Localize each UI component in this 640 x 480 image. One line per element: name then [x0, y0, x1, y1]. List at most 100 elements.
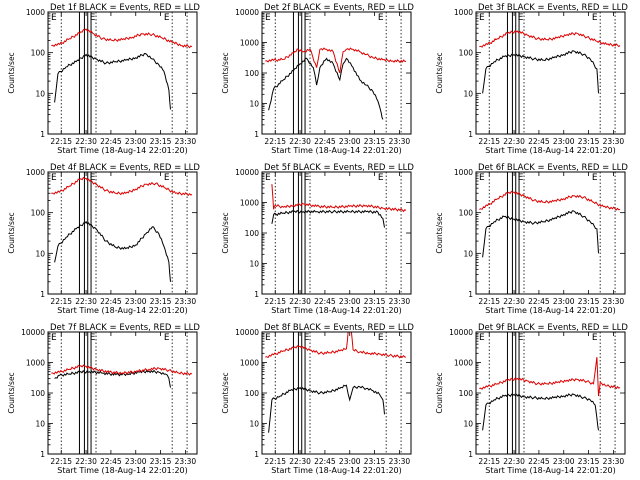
x-tick-label-2: 22:30	[289, 137, 311, 146]
y-tick-label-5: 10000	[449, 328, 473, 337]
y-axis-label: Counts/sec	[7, 212, 16, 253]
series-lld-line	[479, 30, 621, 48]
x-tick-label-2: 22:30	[75, 297, 97, 306]
x-tick-label-4: 23:00	[339, 297, 361, 306]
y-tick-label-5: 10000	[21, 328, 45, 337]
y-tick-label-1: 1	[468, 130, 473, 139]
x-tick-label-1: 22:15	[264, 137, 286, 146]
chart-title: Det 5f BLACK = Events, RED = LLD	[264, 163, 414, 173]
y-tick-label-3: 100	[245, 389, 260, 398]
top-marker-label-1: E	[51, 13, 57, 23]
y-tick-label-2: 10	[35, 420, 45, 429]
x-axis-label: Start Time (18-Aug-14 22:01:20)	[271, 466, 402, 475]
chart-panel-5: Det 5f BLACK = Events, RED = LLD 22:15 22:…	[221, 163, 414, 315]
top-marker-label-1: E	[265, 13, 271, 23]
top-marker-label-3: E	[592, 333, 598, 343]
y-tick-label-3: 100	[31, 49, 46, 58]
x-tick-label-4: 23:00	[553, 297, 575, 306]
series-lld-line	[479, 357, 621, 397]
series-events-line	[482, 210, 599, 258]
series-events-line	[54, 220, 171, 282]
series-events-line	[268, 384, 385, 433]
top-marker-label-2: E	[304, 13, 310, 23]
series-lld-line	[479, 190, 621, 211]
series-lld-line	[51, 364, 193, 376]
top-marker-label-1: E	[265, 173, 271, 183]
y-tick-label-1: 1	[40, 450, 45, 459]
x-axis-label: Start Time (18-Aug-14 22:01:20)	[57, 466, 188, 475]
x-tick-label-6: 23:30	[175, 297, 197, 306]
top-marker-label-2: E	[90, 333, 96, 343]
top-marker-label-3: E	[378, 13, 384, 23]
top-marker-label-2: E	[304, 333, 310, 343]
y-tick-label-1: 1	[40, 290, 45, 299]
top-marker-label-2: E	[90, 13, 96, 23]
x-tick-label-3: 22:45	[528, 457, 550, 466]
x-tick-label-3: 22:45	[314, 137, 336, 146]
chart-title: Det 9f BLACK = Events, RED = LLD	[478, 323, 628, 333]
y-tick-label-2: 10	[249, 100, 259, 109]
top-marker-label-3: E	[164, 333, 170, 343]
x-axis-label: Start Time (18-Aug-14 22:01:20)	[271, 146, 402, 155]
y-tick-label-4: 1000	[454, 359, 473, 368]
top-marker-label-1: E	[51, 173, 57, 183]
y-tick-label-4: 1000	[240, 39, 259, 48]
x-tick-label-6: 23:30	[175, 457, 197, 466]
y-tick-label-4: 1000	[454, 168, 473, 177]
x-tick-label-6: 23:30	[389, 457, 411, 466]
series-events-line	[482, 50, 599, 94]
x-axis-label: Start Time (18-Aug-14 22:01:20)	[485, 466, 616, 475]
top-marker-label-3: E	[378, 173, 384, 183]
y-tick-label-3: 100	[31, 209, 46, 218]
x-tick-label-2: 22:30	[503, 457, 525, 466]
x-tick-label-2: 22:30	[289, 457, 311, 466]
x-tick-label-4: 23:00	[339, 137, 361, 146]
series-lld-line	[51, 28, 193, 49]
x-axis-label: Start Time (18-Aug-14 22:01:20)	[485, 146, 616, 155]
x-tick-label-1: 22:15	[264, 297, 286, 306]
x-axis-label: Start Time (18-Aug-14 22:01:20)	[57, 146, 188, 155]
y-tick-label-2: 10	[249, 260, 259, 269]
series-lld-line	[271, 184, 407, 213]
y-axis-label: Counts/sec	[7, 372, 16, 413]
y-axis-label: Counts/sec	[7, 52, 16, 93]
x-tick-label-5: 23:15	[150, 457, 172, 466]
x-tick-label-1: 22:15	[50, 457, 72, 466]
x-tick-label-4: 23:00	[125, 137, 147, 146]
y-tick-label-1: 1	[254, 450, 259, 459]
y-tick-label-2: 10	[463, 89, 473, 98]
top-marker-label-1: E	[479, 333, 485, 343]
x-tick-label-4: 23:00	[553, 137, 575, 146]
y-tick-label-5: 10000	[235, 8, 259, 17]
x-axis-label: Start Time (18-Aug-14 22:01:20)	[485, 306, 616, 315]
top-marker-label-1: E	[479, 13, 485, 23]
x-tick-label-5: 23:15	[578, 137, 600, 146]
x-tick-label-3: 22:45	[100, 297, 122, 306]
x-tick-label-6: 23:30	[389, 297, 411, 306]
x-tick-label-5: 23:15	[364, 297, 386, 306]
x-tick-label-1: 22:15	[50, 297, 72, 306]
y-tick-label-1: 1	[468, 290, 473, 299]
top-marker-label-2: E	[90, 173, 96, 183]
top-marker-label-1: E	[265, 333, 271, 343]
x-tick-label-4: 23:00	[339, 457, 361, 466]
series-events-line	[268, 57, 384, 120]
x-tick-label-1: 22:15	[478, 457, 500, 466]
plot-frame	[261, 331, 412, 455]
y-tick-label-1: 1	[40, 130, 45, 139]
x-tick-label-5: 23:15	[364, 457, 386, 466]
x-tick-label-3: 22:45	[314, 457, 336, 466]
x-tick-label-2: 22:30	[75, 137, 97, 146]
plot-frame	[475, 11, 626, 135]
x-tick-label-2: 22:30	[289, 297, 311, 306]
x-tick-label-6: 23:30	[603, 457, 625, 466]
x-tick-label-5: 23:15	[578, 297, 600, 306]
y-tick-label-2: 10	[249, 420, 259, 429]
top-marker-label-2: E	[518, 13, 524, 23]
y-tick-label-4: 1000	[26, 168, 45, 177]
